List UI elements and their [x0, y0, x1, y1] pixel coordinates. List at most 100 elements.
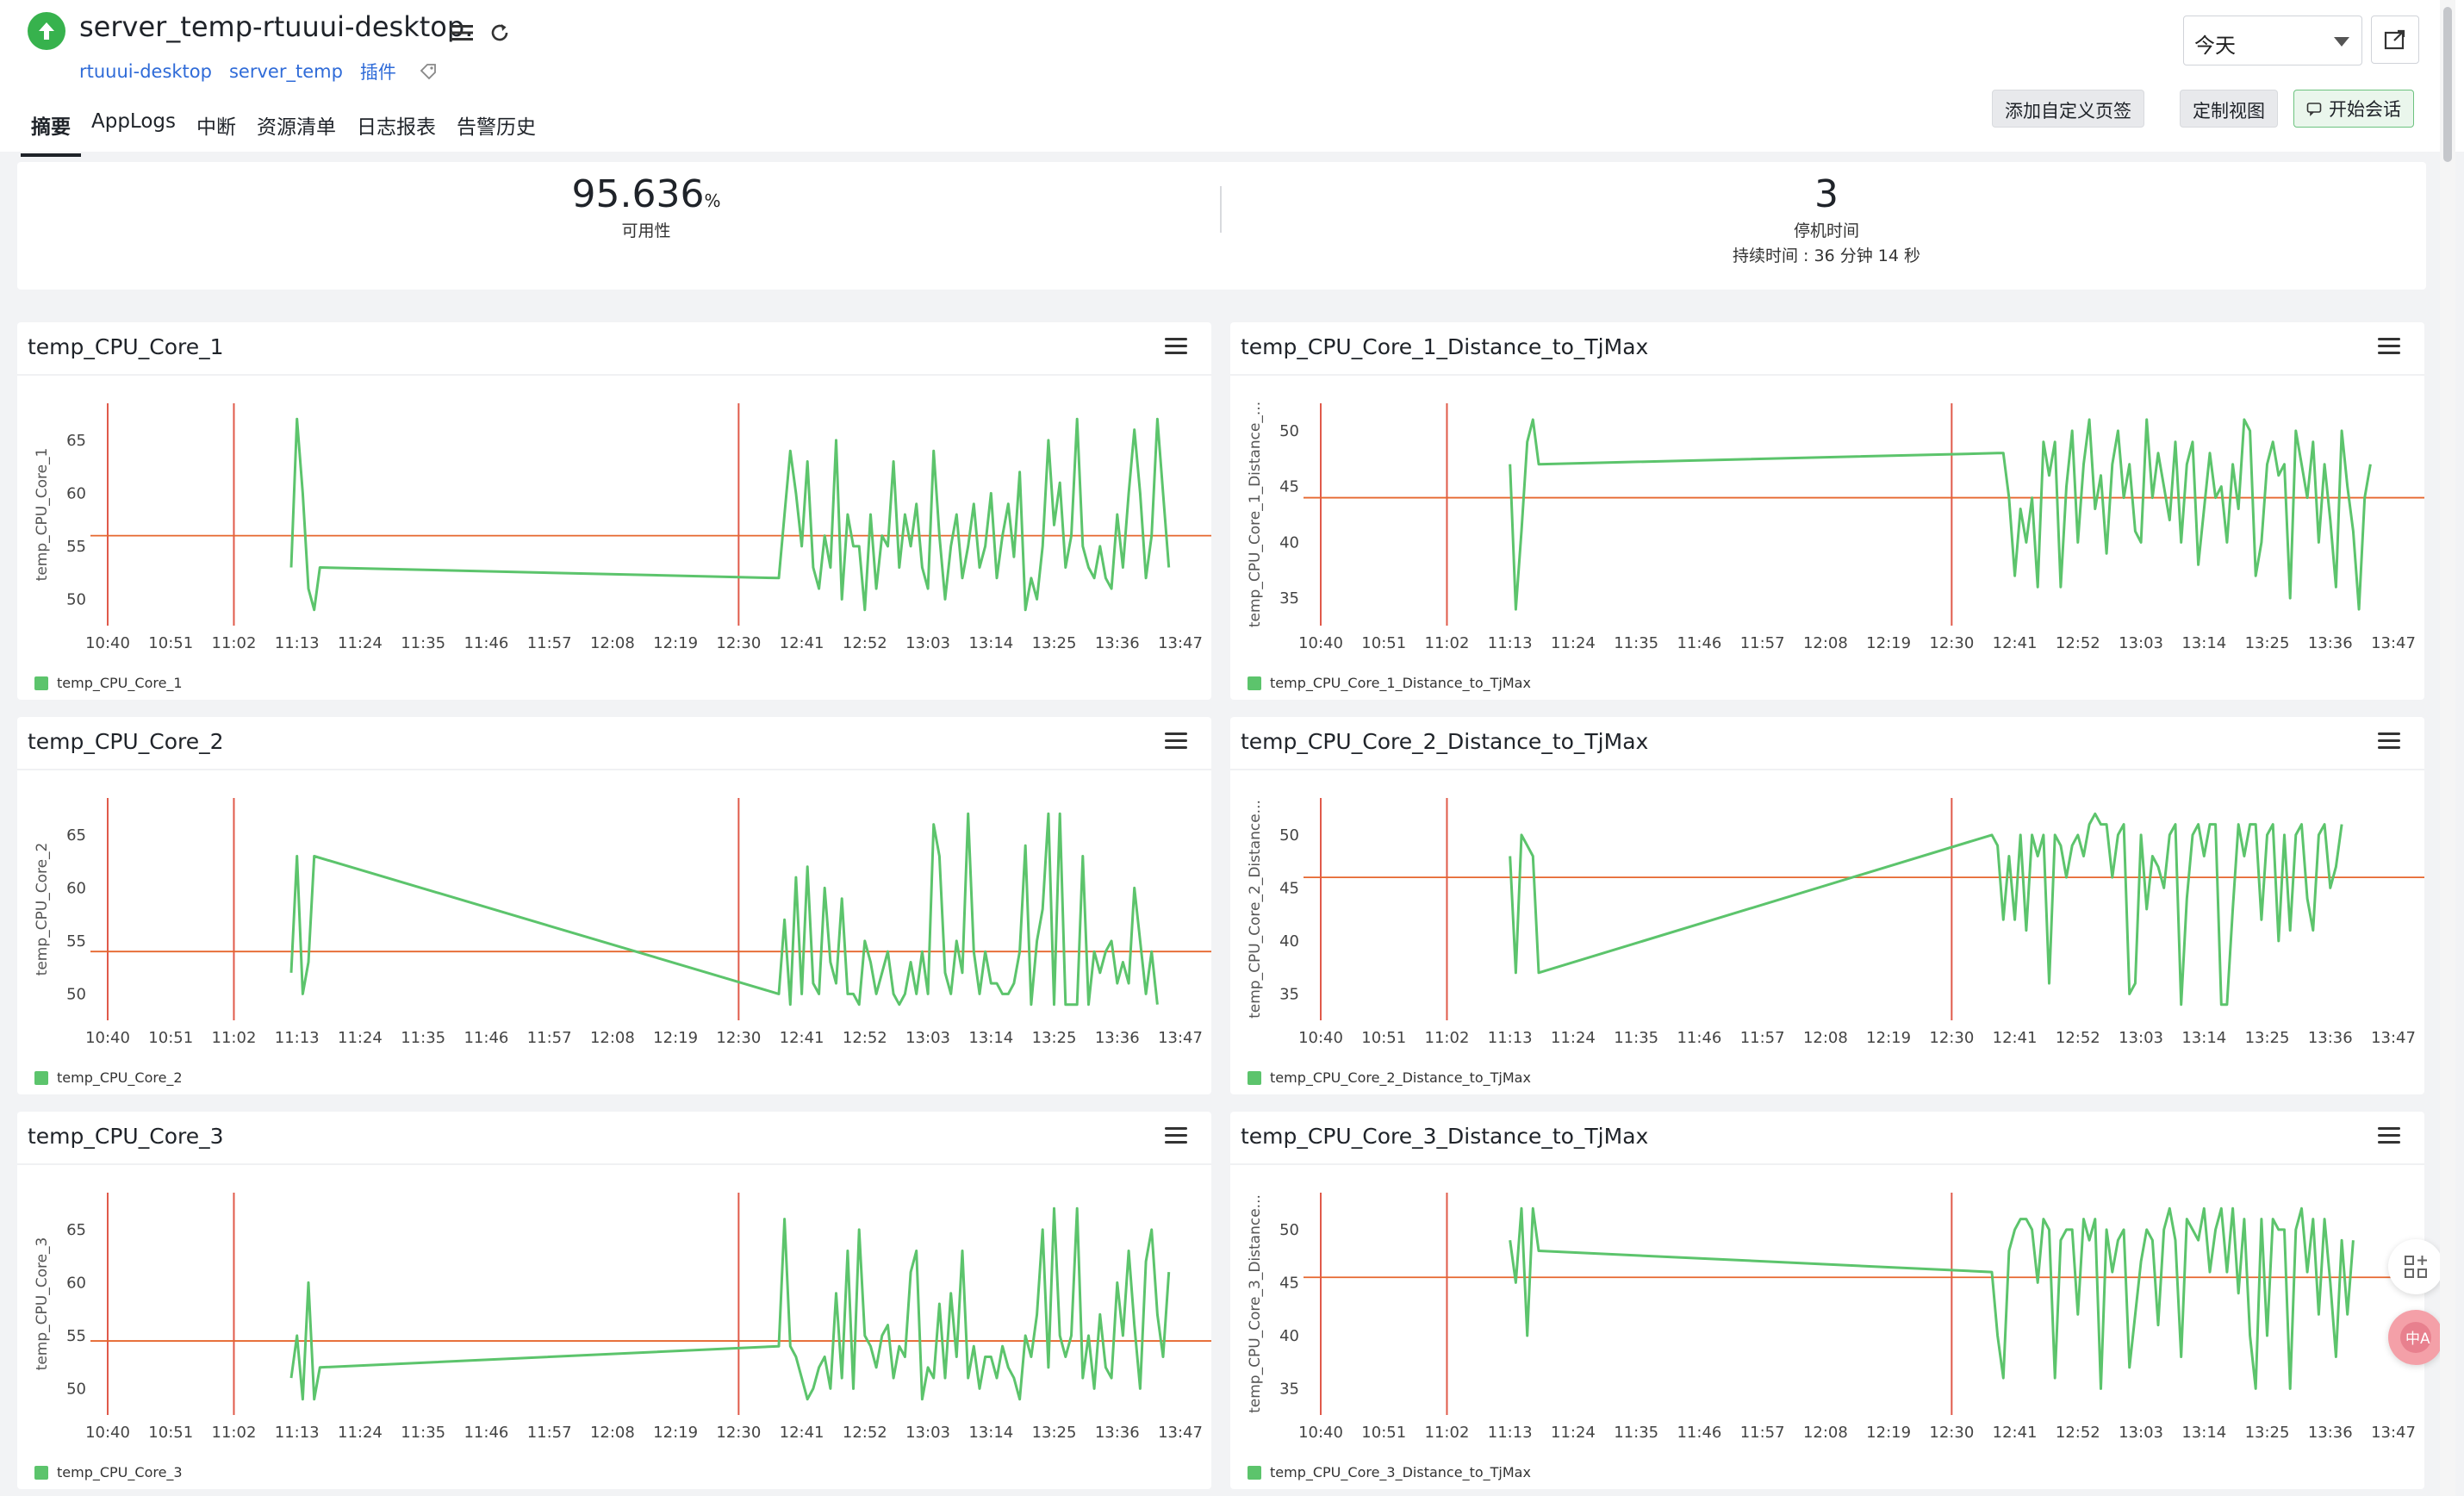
x-tick-label: 11:13 — [1488, 1424, 1533, 1442]
tab-outages[interactable]: 中断 — [196, 116, 236, 139]
hamburger-icon[interactable] — [2378, 338, 2400, 357]
scan-button[interactable] — [2388, 1239, 2443, 1294]
x-tick-label: 11:46 — [464, 1424, 508, 1442]
chart-panel-core3-distance: temp_CPU_Core_3_Distance_to_TjMax temp_CP… — [1230, 1112, 2424, 1489]
tab-summary[interactable]: 摘要 — [21, 105, 81, 157]
series-line[interactable] — [1509, 418, 2372, 611]
x-tick-label: 13:03 — [905, 1029, 950, 1047]
x-tick-label: 12:52 — [843, 1029, 887, 1047]
host-link[interactable]: rtuuui-desktop — [79, 61, 212, 82]
x-tick-label: 12:41 — [1993, 1029, 2038, 1047]
x-tick-label: 10:51 — [1361, 1424, 1406, 1442]
legend-label: temp_CPU_Core_2 — [57, 1069, 183, 1086]
series-line[interactable] — [289, 1206, 1171, 1401]
x-tick-label: 12:19 — [653, 1029, 698, 1047]
x-tick-label: 11:46 — [464, 1029, 508, 1047]
x-tick-label: 11:02 — [212, 1029, 257, 1047]
x-tick-label: 11:46 — [464, 634, 508, 652]
chart-panel-core2-distance: temp_CPU_Core_2_Distance_to_TjMax temp_CP… — [1230, 717, 2424, 1094]
y-tick-label: 60 — [66, 484, 86, 502]
hamburger-icon[interactable] — [448, 19, 476, 47]
x-tick-label: 11:24 — [1551, 1029, 1596, 1047]
breadcrumb: rtuuui-desktop server_temp 插件 — [79, 59, 438, 84]
x-tick-label: 11:02 — [1425, 634, 1470, 652]
chart-legend[interactable]: temp_CPU_Core_1_Distance_to_TjMax — [1248, 675, 1531, 691]
chart-legend[interactable]: temp_CPU_Core_2 — [34, 1069, 183, 1086]
y-tick-label: 55 — [66, 932, 86, 951]
legend-label: temp_CPU_Core_2_Distance_to_TjMax — [1270, 1069, 1531, 1086]
tab-inventory[interactable]: 资源清单 — [257, 116, 336, 139]
plugin-link[interactable]: 插件 — [359, 62, 396, 83]
x-tick-label: 11:57 — [527, 1424, 572, 1442]
x-tick-label: 13:25 — [1032, 1029, 1077, 1047]
tab-alarm-history[interactable]: 告警历史 — [457, 116, 536, 139]
chart-legend[interactable]: temp_CPU_Core_1 — [34, 675, 183, 691]
tab-applogs[interactable]: AppLogs — [91, 110, 176, 133]
y-tick-label: 60 — [66, 879, 86, 897]
scan-icon — [2405, 1256, 2427, 1278]
x-tick-label: 11:35 — [401, 1424, 445, 1442]
x-tick-label: 10:40 — [85, 1029, 130, 1047]
downtime-value: 3 — [1814, 172, 1839, 216]
add-custom-tab-button[interactable]: 添加自定义页签 — [1992, 90, 2144, 128]
y-tick-label: 45 — [1279, 478, 1299, 496]
translate-icon: 中A — [2400, 1322, 2431, 1353]
x-tick-label: 11:02 — [212, 634, 257, 652]
y-tick-label: 50 — [1279, 1221, 1299, 1239]
series-line[interactable] — [289, 812, 1159, 1007]
y-tick-label: 65 — [66, 1221, 86, 1239]
x-tick-label: 13:03 — [2119, 634, 2163, 652]
tab-log-reports[interactable]: 日志报表 — [357, 116, 436, 139]
refresh-icon[interactable] — [486, 19, 513, 47]
x-tick-label: 13:03 — [905, 634, 950, 652]
downtime-metric: 3 停机时间 持续时间 : 36 分钟 14 秒 — [1637, 172, 2016, 266]
translate-button[interactable]: 中A — [2388, 1310, 2443, 1365]
x-tick-label: 12:19 — [1866, 1424, 1911, 1442]
x-tick-label: 11:13 — [275, 1029, 320, 1047]
series-line[interactable] — [289, 417, 1171, 612]
y-axis-label: temp_CPU_Core_1_Distance_... — [1247, 402, 1264, 627]
legend-label: temp_CPU_Core_3 — [57, 1464, 183, 1480]
y-axis-label: temp_CPU_Core_2_Distance... — [1247, 800, 1264, 1019]
hamburger-icon[interactable] — [1165, 338, 1187, 357]
x-tick-label: 13:47 — [1158, 1424, 1203, 1442]
x-tick-label: 13:47 — [1158, 634, 1203, 652]
scrollbar-thumb[interactable] — [2443, 7, 2452, 162]
availability-unit: % — [704, 190, 721, 211]
series-line[interactable] — [1509, 1206, 2355, 1390]
x-tick-label: 13:47 — [2371, 634, 2416, 652]
x-tick-label: 11:13 — [275, 634, 320, 652]
x-tick-label: 13:25 — [2245, 634, 2290, 652]
tab-bar: 摘要 AppLogs 中断 资源清单 日志报表 告警历史 — [21, 105, 546, 157]
date-range-select[interactable]: 今天 — [2183, 16, 2362, 65]
y-tick-label: 35 — [1279, 1380, 1299, 1398]
x-tick-label: 12:19 — [653, 1424, 698, 1442]
hamburger-icon[interactable] — [2378, 732, 2400, 751]
chart-legend[interactable]: temp_CPU_Core_2_Distance_to_TjMax — [1248, 1069, 1531, 1086]
hamburger-icon[interactable] — [1165, 1127, 1187, 1146]
x-tick-label: 10:40 — [85, 634, 130, 652]
x-tick-label: 13:03 — [2119, 1424, 2163, 1442]
hamburger-icon[interactable] — [2378, 1127, 2400, 1146]
chart-legend[interactable]: temp_CPU_Core_3_Distance_to_TjMax — [1248, 1464, 1531, 1480]
start-chat-button[interactable]: 开始会话 — [2293, 90, 2414, 128]
y-tick-label: 60 — [66, 1274, 86, 1292]
x-tick-label: 12:30 — [716, 634, 761, 652]
hamburger-icon[interactable] — [1165, 732, 1187, 751]
monitor-link[interactable]: server_temp — [228, 61, 343, 82]
tag-icon[interactable] — [419, 62, 438, 81]
custom-view-button[interactable]: 定制视图 — [2180, 90, 2278, 128]
chart-legend[interactable]: temp_CPU_Core_3 — [34, 1464, 183, 1480]
x-tick-label: 11:02 — [1425, 1424, 1470, 1442]
series-line[interactable] — [1509, 812, 2343, 1007]
y-tick-label: 65 — [66, 432, 86, 450]
x-tick-label: 12:52 — [2056, 634, 2100, 652]
export-button[interactable] — [2371, 16, 2419, 64]
x-tick-label: 12:41 — [1993, 1424, 2038, 1442]
legend-label: temp_CPU_Core_1 — [57, 675, 183, 691]
x-tick-label: 11:46 — [1677, 634, 1721, 652]
line-chart: temp_CPU_Core_1 50 55 60 65 10:40 10:51 11:02 11… — [34, 403, 1211, 652]
page-scrollbar[interactable] — [2440, 0, 2455, 1496]
y-tick-label: 55 — [66, 538, 86, 556]
page-title: server_temp-rtuuui-desktop. — [79, 10, 474, 43]
